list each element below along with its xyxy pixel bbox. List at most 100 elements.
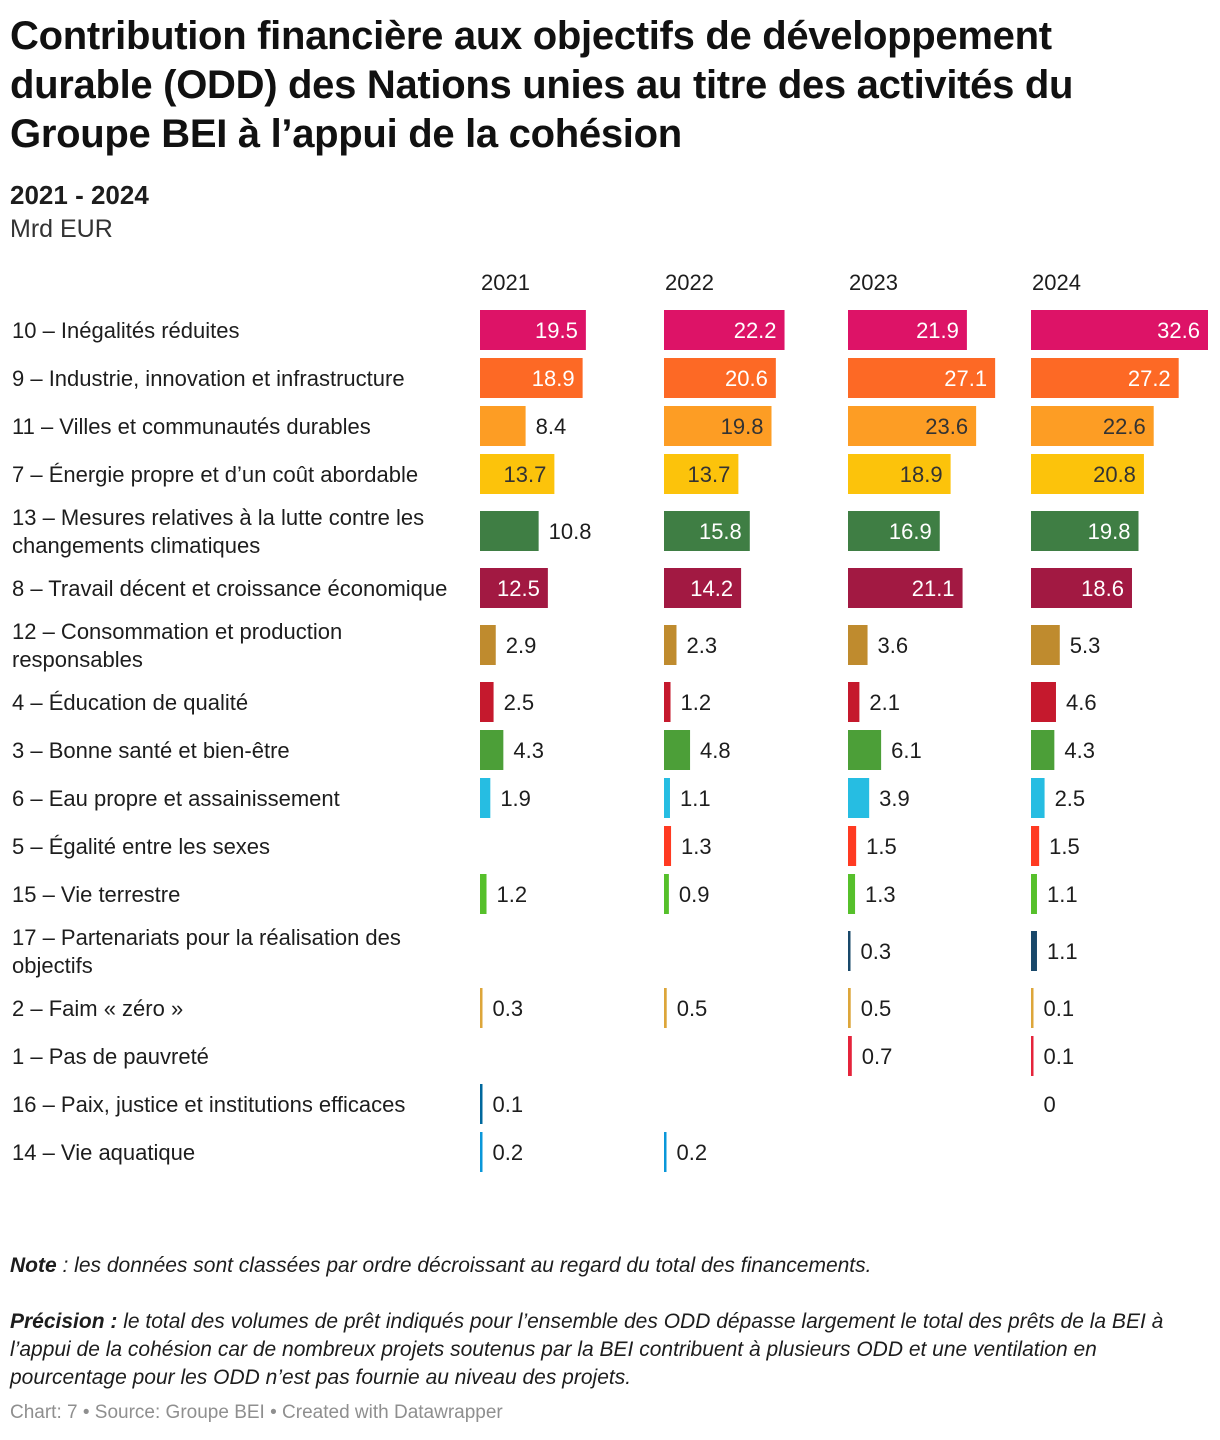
bar-value-label: 14.2 bbox=[690, 576, 733, 601]
bar bbox=[664, 1132, 667, 1172]
row-label: 5 – Égalité entre les sexes bbox=[12, 834, 270, 859]
bar bbox=[1031, 358, 1179, 398]
bar bbox=[664, 406, 772, 446]
bar bbox=[848, 568, 963, 608]
bar-value-label: 18.9 bbox=[900, 462, 943, 487]
bar-value-label: 13.7 bbox=[688, 462, 731, 487]
row-label: 7 – Énergie propre et d’un coût abordabl… bbox=[12, 462, 418, 487]
bar-value-label: 2.5 bbox=[1055, 786, 1086, 811]
bar-value-label: 23.6 bbox=[925, 414, 968, 439]
bar-value-label: 0.3 bbox=[861, 939, 892, 964]
chart-subtitle-unit: Mrd EUR bbox=[10, 215, 113, 243]
chart-footer: Chart: 7 • Source: Groupe BEI • Created … bbox=[10, 1402, 503, 1423]
bar bbox=[848, 826, 857, 866]
bar-value-label: 16.9 bbox=[889, 519, 932, 544]
bar-value-label: 4.8 bbox=[700, 738, 731, 763]
bar-value-label: 2.9 bbox=[506, 633, 537, 658]
bar bbox=[480, 511, 539, 551]
chart-note: Note : les données sont classées par ord… bbox=[10, 1252, 1205, 1280]
bar-value-label: 27.1 bbox=[944, 366, 987, 391]
note-label: Note bbox=[10, 1254, 57, 1277]
bar-value-label: 0.5 bbox=[861, 996, 892, 1021]
bar bbox=[848, 778, 870, 818]
chart-title: Contribution financière aux objectifs de… bbox=[10, 14, 1074, 156]
bar-value-label: 32.6 bbox=[1157, 318, 1200, 343]
bar-value-label: 0.3 bbox=[493, 996, 524, 1021]
bar-value-label: 1.5 bbox=[1049, 834, 1080, 859]
bar bbox=[480, 454, 555, 494]
bar bbox=[664, 826, 672, 866]
row-label: 8 – Travail décent et croissance économi… bbox=[12, 576, 447, 601]
bar bbox=[664, 874, 669, 914]
bar bbox=[1031, 406, 1154, 446]
chart-precision: Précision : le total des volumes de prêt… bbox=[10, 1308, 1205, 1392]
bar bbox=[1031, 1036, 1034, 1076]
bar bbox=[480, 682, 494, 722]
bar-value-label: 22.6 bbox=[1103, 414, 1146, 439]
panel-header-2023: 2023 bbox=[849, 270, 898, 295]
bar-value-label: 20.8 bbox=[1093, 462, 1136, 487]
bar-value-label: 8.4 bbox=[536, 414, 567, 439]
bar bbox=[1031, 625, 1060, 665]
bar bbox=[664, 454, 739, 494]
row-label: 6 – Eau propre et assainissement bbox=[12, 786, 340, 811]
bar-value-label: 13.7 bbox=[504, 462, 547, 487]
bar bbox=[848, 730, 882, 770]
bar-value-label: 0.1 bbox=[1044, 996, 1075, 1021]
row-label: 11 – Villes et communautés durables bbox=[12, 414, 371, 439]
bar-value-label: 1.1 bbox=[1047, 882, 1078, 907]
bar-value-label: 15.8 bbox=[699, 519, 742, 544]
bar-value-label: 27.2 bbox=[1128, 366, 1171, 391]
bar bbox=[1031, 511, 1139, 551]
bar bbox=[480, 358, 583, 398]
bar bbox=[848, 874, 856, 914]
row-label: 15 – Vie terrestre bbox=[12, 882, 180, 907]
bar-value-label: 20.6 bbox=[725, 366, 768, 391]
row-label: 4 – Éducation de qualité bbox=[12, 690, 248, 715]
bar bbox=[664, 988, 667, 1028]
bar bbox=[664, 568, 742, 608]
bar-value-label: 19.5 bbox=[535, 318, 578, 343]
bar-value-label: 10.8 bbox=[549, 519, 592, 544]
bar-value-label: 12.5 bbox=[497, 576, 540, 601]
bar-value-label: 1.2 bbox=[497, 882, 528, 907]
bar bbox=[1031, 568, 1132, 608]
bar-chart: 2021 2022 2023 2024 10 – Inégalités réduites… bbox=[12, 270, 1208, 1172]
bar-value-label: 0.9 bbox=[679, 882, 710, 907]
bar-value-label: 2.3 bbox=[686, 633, 717, 658]
bar-value-label: 0.2 bbox=[677, 1140, 708, 1165]
bar-value-label: 0.1 bbox=[1044, 1044, 1075, 1069]
bar-value-label: 5.3 bbox=[1070, 633, 1101, 658]
bar bbox=[848, 988, 851, 1028]
row-label: 17 – Partenariats pour la réalisation de… bbox=[12, 925, 401, 978]
bar-value-label: 0.7 bbox=[862, 1044, 893, 1069]
bar bbox=[848, 931, 851, 971]
bar bbox=[664, 511, 750, 551]
bar-value-label: 18.6 bbox=[1081, 576, 1124, 601]
row-label: 3 – Bonne santé et bien-être bbox=[12, 738, 290, 763]
bar bbox=[480, 310, 586, 350]
bar-value-label: 6.1 bbox=[891, 738, 922, 763]
bar-value-label: 0.1 bbox=[493, 1092, 524, 1117]
row-label: 16 – Paix, justice et institutions effic… bbox=[12, 1092, 405, 1117]
bar-value-label: 1.9 bbox=[500, 786, 531, 811]
bar-value-label: 4.3 bbox=[1064, 738, 1095, 763]
bar bbox=[1031, 778, 1045, 818]
bar-value-label: 1.2 bbox=[681, 690, 712, 715]
bar-value-label: 2.1 bbox=[869, 690, 900, 715]
bar bbox=[480, 730, 504, 770]
precision-label: Précision : bbox=[10, 1310, 118, 1333]
precision-text: le total des volumes de prêt indiqués po… bbox=[10, 1310, 1164, 1389]
bar-value-label: 21.9 bbox=[916, 318, 959, 343]
chart-subtitle-range: 2021 - 2024 bbox=[10, 180, 149, 210]
bar-value-label: 1.1 bbox=[680, 786, 711, 811]
panel-header-2024: 2024 bbox=[1032, 270, 1081, 295]
bar bbox=[480, 1132, 483, 1172]
row-label: 1 – Pas de pauvreté bbox=[12, 1044, 209, 1069]
bar-value-label: 0.5 bbox=[677, 996, 708, 1021]
bar bbox=[848, 358, 996, 398]
bar bbox=[848, 454, 951, 494]
bar-value-label: 1.5 bbox=[866, 834, 897, 859]
bar-value-label: 3.9 bbox=[879, 786, 910, 811]
bar bbox=[480, 874, 487, 914]
